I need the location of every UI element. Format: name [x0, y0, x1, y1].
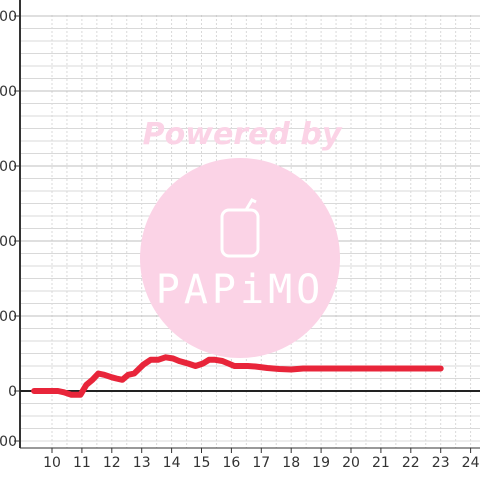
- x-tick-label: 16: [222, 455, 240, 471]
- watermark-text: Powered by: [143, 117, 343, 152]
- series-line-1: [31, 354, 444, 398]
- x-tick-label: 21: [372, 455, 390, 471]
- y-tick-label: 150,000: [0, 9, 17, 25]
- y-tick-label: 120,000: [0, 84, 17, 100]
- x-tick-label: 18: [282, 455, 300, 471]
- x-tick-label: 15: [193, 455, 211, 471]
- x-tick-label: 12: [103, 455, 121, 471]
- watermark: PAPiMO Powered by: [140, 117, 343, 358]
- axes: [19, 0, 480, 449]
- y-tick-labels: 150,000 120,000 90,000 60,000 30,000 0 -20,000: [0, 9, 20, 450]
- x-tick-label: 11: [73, 455, 91, 471]
- x-tick-label: 13: [133, 455, 151, 471]
- x-tick-label: 24: [462, 455, 480, 471]
- series-layer: [31, 354, 444, 398]
- x-tick-label: 10: [43, 455, 61, 471]
- x-tick-labels: 10 11 12 13 14 15 16 17 18 19 20 21 22 23 24: [43, 448, 480, 471]
- x-tick-label: 14: [163, 455, 181, 471]
- x-tick-label: 19: [312, 455, 330, 471]
- phone-icon: [220, 198, 260, 258]
- x-tick-label: 20: [342, 455, 360, 471]
- watermark-circle: [140, 158, 340, 358]
- y-tick-label: -20,000: [0, 434, 17, 450]
- y-tick-label: 0: [8, 384, 17, 400]
- x-tick-label: 23: [432, 455, 450, 471]
- x-tick-label: 22: [402, 455, 420, 471]
- y-tick-label: 90,000: [0, 159, 17, 175]
- watermark-brand: PAPiMO: [156, 267, 325, 313]
- x-tick-label: 17: [252, 455, 270, 471]
- y-tick-label: 30,000: [0, 309, 17, 325]
- y-tick-label: 60,000: [0, 234, 17, 250]
